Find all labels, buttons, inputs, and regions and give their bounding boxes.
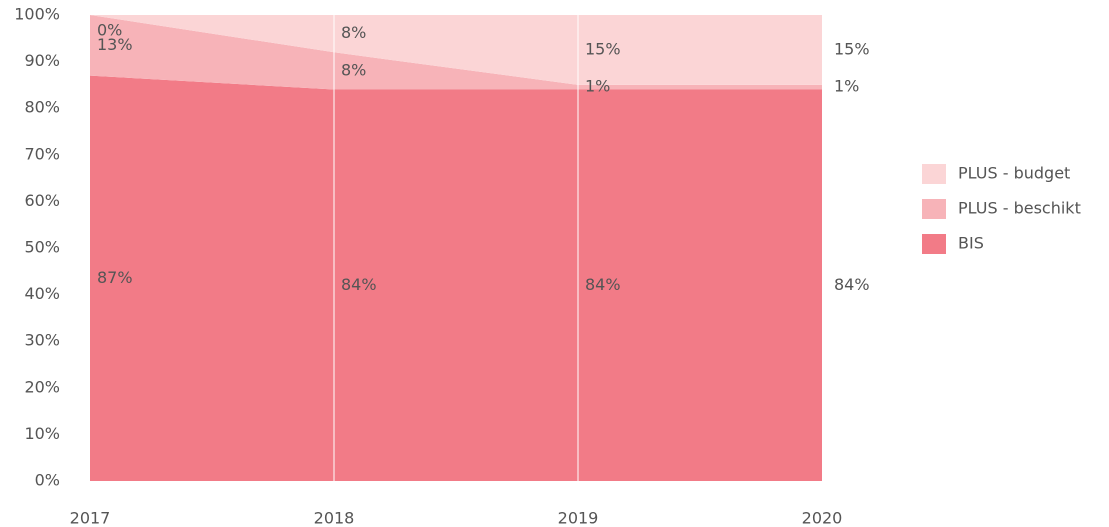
- y-tick-label: 90%: [24, 51, 60, 70]
- legend-label: PLUS - budget: [958, 164, 1070, 183]
- y-tick-label: 100%: [14, 5, 60, 24]
- data-label: 84%: [834, 275, 870, 294]
- x-tick-label: 2018: [314, 509, 355, 527]
- data-label: 1%: [834, 77, 859, 96]
- legend-swatch: [922, 164, 946, 184]
- x-tick-label: 2017: [70, 509, 111, 527]
- y-tick-label: 0%: [35, 471, 60, 490]
- y-tick-label: 20%: [24, 377, 60, 396]
- data-label: 87%: [97, 268, 133, 287]
- area: [90, 15, 822, 85]
- data-label: 15%: [585, 39, 621, 58]
- data-label: 13%: [97, 35, 133, 54]
- x-tick-label: 2020: [802, 509, 843, 527]
- data-label: 0%: [97, 21, 122, 40]
- data-label: 8%: [341, 23, 366, 42]
- y-tick-label: 80%: [24, 98, 60, 117]
- y-tick-label: 70%: [24, 144, 60, 163]
- area: [90, 15, 822, 90]
- data-label: 84%: [341, 275, 377, 294]
- y-tick-label: 40%: [24, 284, 60, 303]
- legend-swatch: [922, 234, 946, 254]
- x-tick-label: 2019: [558, 509, 599, 527]
- legend-label: BIS: [958, 234, 984, 253]
- data-label: 8%: [341, 60, 366, 79]
- y-tick-label: 60%: [24, 191, 60, 210]
- data-label: 84%: [585, 275, 621, 294]
- area: [90, 75, 822, 481]
- legend-swatch: [922, 199, 946, 219]
- data-label: 15%: [834, 39, 870, 58]
- y-tick-label: 30%: [24, 331, 60, 350]
- y-tick-label: 50%: [24, 238, 60, 257]
- y-tick-label: 10%: [24, 424, 60, 443]
- legend-label: PLUS - beschikt: [958, 199, 1081, 218]
- data-label: 1%: [585, 77, 610, 96]
